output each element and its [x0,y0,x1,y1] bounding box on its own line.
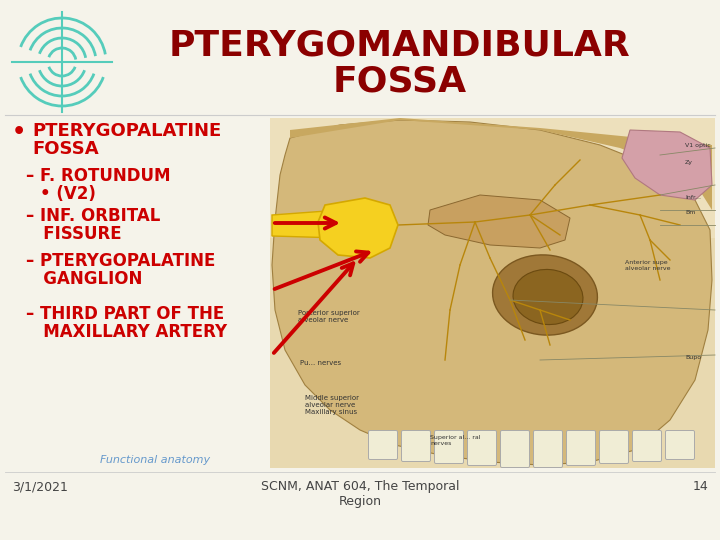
Polygon shape [270,118,715,238]
Text: Zy: Zy [685,160,693,165]
Text: Bupo: Bupo [685,355,701,360]
FancyBboxPatch shape [665,430,695,460]
Text: SCNM, ANAT 604, The Temporal
Region: SCNM, ANAT 604, The Temporal Region [261,480,459,508]
Ellipse shape [492,255,598,335]
Text: V1 optic: V1 optic [685,143,711,148]
Text: MAXILLARY ARTERY: MAXILLARY ARTERY [26,323,227,341]
Text: – INF. ORBITAL: – INF. ORBITAL [26,207,161,225]
FancyBboxPatch shape [434,430,464,463]
FancyBboxPatch shape [632,430,662,462]
Polygon shape [290,118,712,210]
Text: Anterior supe
alveolar nerve: Anterior supe alveolar nerve [625,260,670,271]
Text: GANGLION: GANGLION [26,270,143,288]
Text: Middle superior
alveolar nerve
Maxillary sinus: Middle superior alveolar nerve Maxillary… [305,395,359,415]
Text: – PTERYGOPALATINE: – PTERYGOPALATINE [26,252,215,270]
Ellipse shape [513,269,583,325]
Polygon shape [428,195,570,248]
FancyBboxPatch shape [402,430,431,462]
Text: • (V2): • (V2) [40,185,96,203]
FancyBboxPatch shape [500,430,529,468]
Text: •: • [12,122,26,142]
Text: Posterior superior
alveolar nerve: Posterior superior alveolar nerve [298,310,360,323]
Text: – F. ROTUNDUM: – F. ROTUNDUM [26,167,171,185]
Text: – THIRD PART OF THE: – THIRD PART OF THE [26,305,224,323]
Text: Infr...: Infr... [685,195,701,200]
Text: PTERYGOPALATINE: PTERYGOPALATINE [32,122,221,140]
Text: 3/1/2021: 3/1/2021 [12,480,68,493]
FancyBboxPatch shape [369,430,397,460]
FancyBboxPatch shape [270,118,715,468]
FancyBboxPatch shape [534,430,562,468]
FancyBboxPatch shape [467,430,497,465]
Text: Functional anatomy: Functional anatomy [100,455,210,465]
Polygon shape [622,130,712,200]
Text: FOSSA: FOSSA [333,65,467,99]
Polygon shape [318,198,398,258]
Text: FISSURE: FISSURE [26,225,122,243]
Text: FOSSA: FOSSA [32,140,99,158]
Text: 14: 14 [692,480,708,493]
Text: Bm: Bm [685,210,696,215]
Text: Pu... nerves: Pu... nerves [300,360,341,366]
Text: PTERYGOMANDIBULAR: PTERYGOMANDIBULAR [169,28,631,62]
Polygon shape [272,120,712,465]
FancyBboxPatch shape [567,430,595,465]
Polygon shape [272,210,360,238]
FancyBboxPatch shape [600,430,629,463]
Text: Superior al... ral
nerves: Superior al... ral nerves [430,435,480,446]
